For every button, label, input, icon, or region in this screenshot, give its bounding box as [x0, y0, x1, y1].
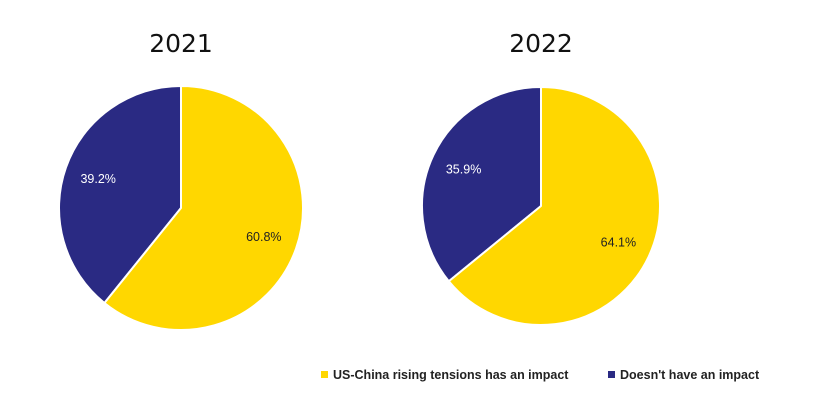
chart-title-2022: 2022 [509, 29, 573, 58]
pie-slice-2021-no-impact [58, 85, 182, 304]
data-label-2021-no-impact: 39.2% [80, 172, 115, 186]
pie-slice-2022-impact [447, 86, 661, 326]
pie-slice-2022-no-impact [420, 86, 542, 283]
chart-title-2021: 2021 [149, 29, 213, 58]
data-label-2022-impact: 64.1% [601, 236, 636, 250]
data-label-2022-no-impact: 35.9% [446, 162, 481, 176]
legend-item-impact: US-China rising tensions has an impact [321, 368, 569, 382]
pie-slice-2021-impact [103, 85, 305, 331]
legend-item-no-impact: Doesn't have an impact [608, 368, 760, 382]
pie-chart-2022: 2022 64.1% 35.9% [420, 29, 661, 326]
legend-swatch-no-impact [608, 371, 615, 378]
pie-chart-2021: 2021 60.8% 39.2% [58, 29, 305, 331]
legend: US-China rising tensions has an impact D… [321, 368, 760, 382]
data-label-2021-impact: 60.8% [246, 230, 281, 244]
legend-label-no-impact: Doesn't have an impact [620, 368, 760, 382]
legend-label-impact: US-China rising tensions has an impact [333, 368, 569, 382]
legend-swatch-impact [321, 371, 328, 378]
